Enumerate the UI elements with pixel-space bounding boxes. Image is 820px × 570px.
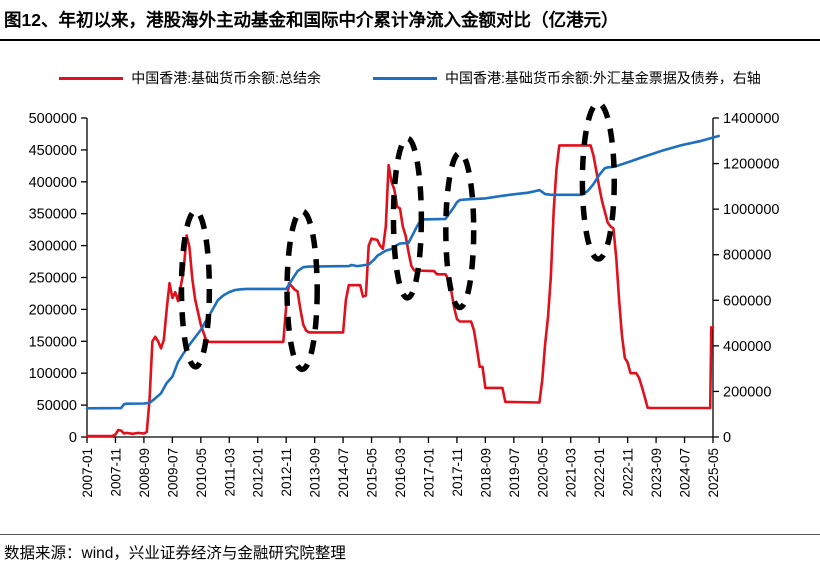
svg-text:200000: 200000 bbox=[29, 302, 77, 318]
svg-text:1400000: 1400000 bbox=[723, 111, 779, 127]
svg-text:800000: 800000 bbox=[723, 248, 771, 264]
svg-text:500000: 500000 bbox=[29, 111, 77, 127]
chart-legend: 中国香港:基础货币余额:总结余 中国香港:基础货币余额:外汇基金票据及债券，右轴 bbox=[0, 68, 820, 88]
svg-text:200000: 200000 bbox=[723, 384, 771, 400]
legend-label: 中国香港:基础货币余额:外汇基金票据及债券，右轴 bbox=[445, 70, 761, 86]
svg-text:350000: 350000 bbox=[29, 207, 77, 223]
svg-text:50000: 50000 bbox=[37, 398, 77, 414]
svg-text:2018-09: 2018-09 bbox=[478, 448, 493, 498]
figure-title: 图12、年初以来，港股海外主动基金和国际中介累计净流入金额对比（亿港元） bbox=[4, 10, 619, 30]
legend-item-efbn: 中国香港:基础货币余额:外汇基金票据及债券，右轴 bbox=[373, 68, 761, 88]
footer-divider bbox=[0, 534, 820, 535]
svg-text:2020-05: 2020-05 bbox=[535, 448, 550, 498]
figure-title-bar: 图12、年初以来，港股海外主动基金和国际中介累计净流入金额对比（亿港元） bbox=[0, 0, 820, 41]
svg-text:2007-11: 2007-11 bbox=[108, 448, 123, 497]
svg-text:1000000: 1000000 bbox=[723, 202, 779, 218]
svg-text:2012-11: 2012-11 bbox=[279, 448, 294, 497]
svg-text:100000: 100000 bbox=[29, 366, 77, 382]
svg-text:2025-05: 2025-05 bbox=[706, 448, 721, 498]
svg-text:2014-07: 2014-07 bbox=[336, 448, 351, 498]
svg-text:0: 0 bbox=[69, 430, 77, 446]
svg-text:2015-05: 2015-05 bbox=[365, 448, 380, 498]
legend-label: 中国香港:基础货币余额:总结余 bbox=[131, 70, 321, 86]
data-source-note: 数据来源：wind，兴业证券经济与金融研究院整理 bbox=[4, 545, 346, 562]
svg-text:2021-03: 2021-03 bbox=[564, 448, 579, 498]
legend-item-aggregate-balance: 中国香港:基础货币余额:总结余 bbox=[59, 68, 321, 88]
svg-text:600000: 600000 bbox=[723, 293, 771, 309]
svg-text:400000: 400000 bbox=[723, 339, 771, 355]
svg-text:2024-07: 2024-07 bbox=[678, 448, 693, 498]
svg-text:400000: 400000 bbox=[29, 175, 77, 191]
svg-text:2023-09: 2023-09 bbox=[649, 448, 664, 498]
svg-text:2022-11: 2022-11 bbox=[621, 448, 636, 497]
svg-text:2009-07: 2009-07 bbox=[165, 448, 180, 498]
svg-text:250000: 250000 bbox=[29, 271, 77, 287]
svg-text:1200000: 1200000 bbox=[723, 157, 779, 173]
svg-text:2012-01: 2012-01 bbox=[251, 448, 266, 498]
svg-text:300000: 300000 bbox=[29, 239, 77, 255]
red-line-swatch bbox=[59, 76, 124, 80]
svg-text:2013-09: 2013-09 bbox=[308, 448, 323, 498]
svg-text:2008-09: 2008-09 bbox=[137, 448, 152, 498]
svg-text:2016-03: 2016-03 bbox=[393, 448, 408, 498]
svg-text:2022-01: 2022-01 bbox=[592, 448, 607, 498]
svg-text:2017-11: 2017-11 bbox=[450, 448, 465, 497]
svg-text:2019-07: 2019-07 bbox=[507, 448, 522, 498]
svg-text:150000: 150000 bbox=[29, 334, 77, 350]
svg-text:450000: 450000 bbox=[29, 143, 77, 159]
svg-text:0: 0 bbox=[723, 430, 731, 446]
svg-text:2007-01: 2007-01 bbox=[80, 448, 95, 498]
blue-line-swatch bbox=[373, 76, 437, 80]
svg-text:2017-01: 2017-01 bbox=[421, 448, 436, 498]
svg-text:2011-03: 2011-03 bbox=[222, 448, 237, 497]
svg-text:2010-05: 2010-05 bbox=[194, 448, 209, 498]
